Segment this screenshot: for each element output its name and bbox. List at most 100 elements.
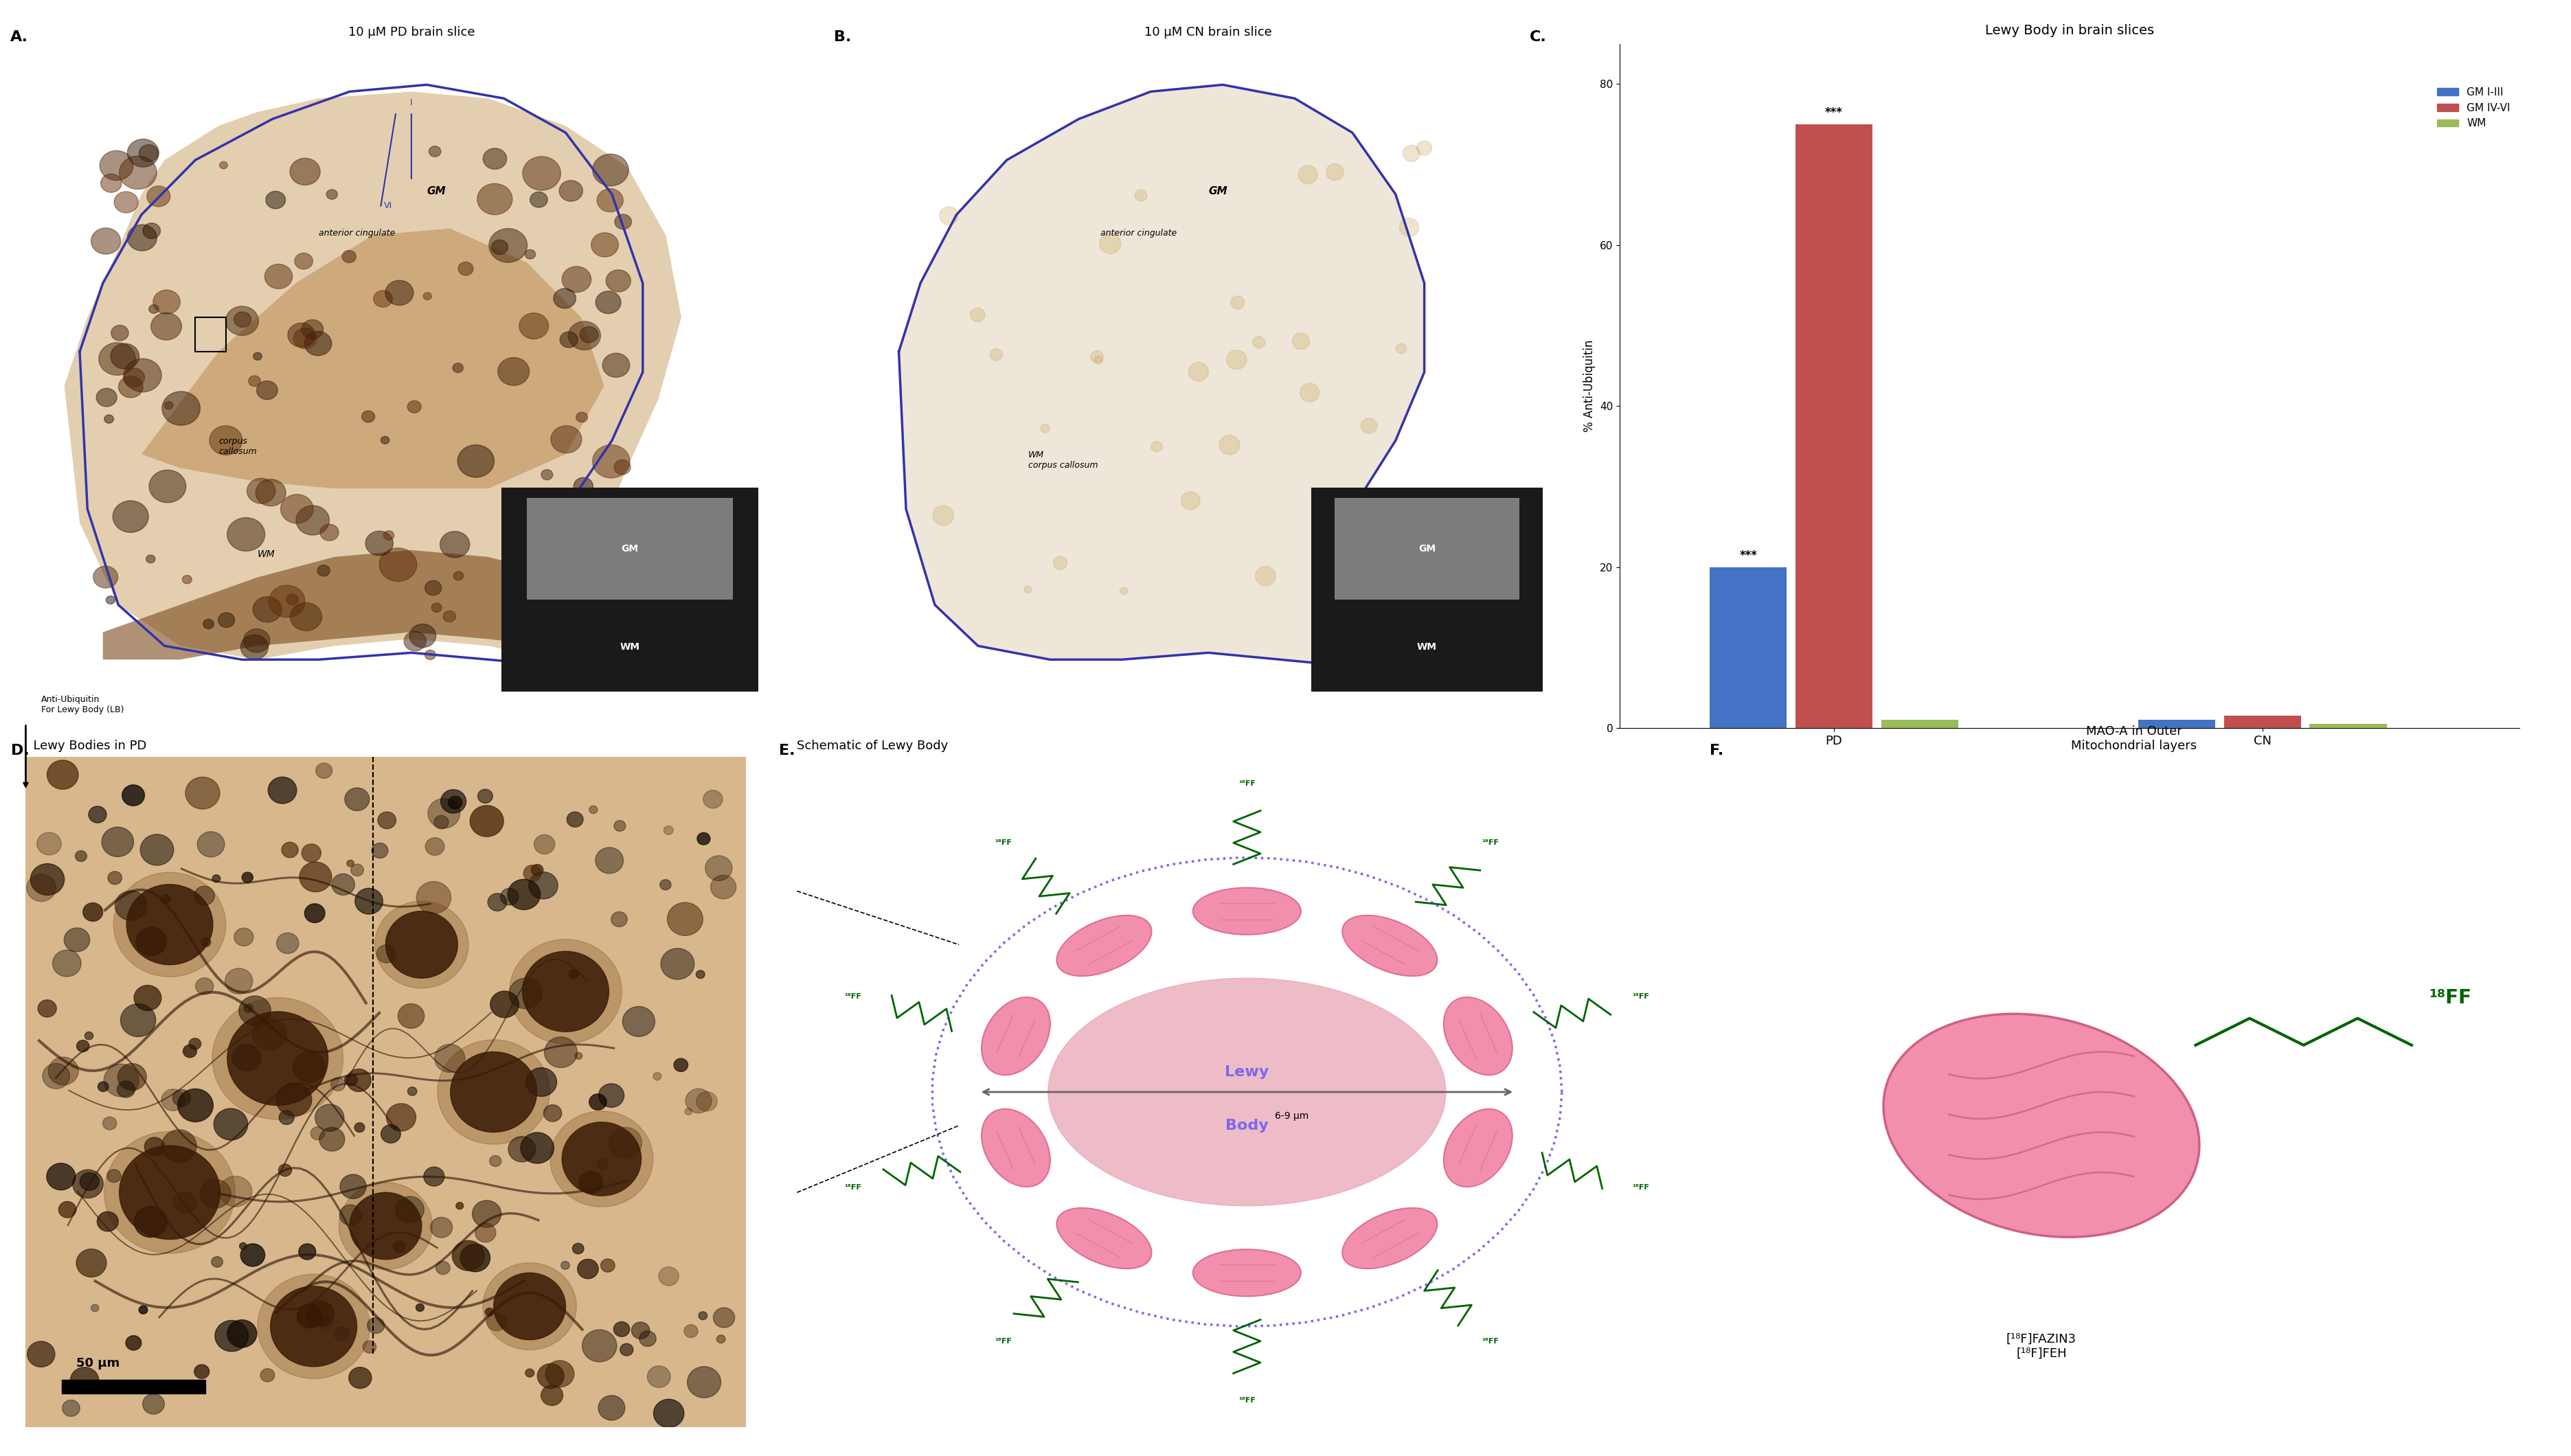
Circle shape xyxy=(162,1089,185,1111)
Circle shape xyxy=(201,1179,231,1208)
Circle shape xyxy=(581,326,599,342)
Circle shape xyxy=(1121,587,1129,594)
Circle shape xyxy=(347,1069,370,1092)
Circle shape xyxy=(432,603,442,612)
Text: WM: WM xyxy=(257,549,275,559)
Circle shape xyxy=(103,1064,139,1096)
Circle shape xyxy=(350,1192,422,1259)
Circle shape xyxy=(141,834,175,865)
Circle shape xyxy=(596,189,622,213)
Circle shape xyxy=(327,189,337,199)
Circle shape xyxy=(311,1127,324,1140)
Circle shape xyxy=(288,323,316,347)
Circle shape xyxy=(488,1156,501,1166)
Circle shape xyxy=(542,1105,560,1121)
Circle shape xyxy=(566,812,584,827)
Circle shape xyxy=(488,229,527,262)
Circle shape xyxy=(576,1053,581,1060)
Circle shape xyxy=(136,927,167,955)
Circle shape xyxy=(504,537,532,561)
Circle shape xyxy=(149,304,159,313)
Circle shape xyxy=(589,1093,607,1109)
Circle shape xyxy=(684,1108,692,1115)
Circle shape xyxy=(118,376,144,397)
Circle shape xyxy=(424,837,445,855)
Circle shape xyxy=(293,1051,327,1082)
Circle shape xyxy=(1252,336,1265,348)
Circle shape xyxy=(105,596,116,604)
Circle shape xyxy=(470,805,504,837)
Circle shape xyxy=(522,156,560,191)
Circle shape xyxy=(185,778,219,810)
Circle shape xyxy=(491,992,519,1018)
Circle shape xyxy=(285,594,298,604)
Circle shape xyxy=(296,253,314,269)
Circle shape xyxy=(319,1127,345,1152)
Circle shape xyxy=(640,1331,656,1347)
Circle shape xyxy=(172,1192,195,1213)
Circle shape xyxy=(437,1261,450,1274)
Bar xyxy=(195,317,226,352)
Circle shape xyxy=(1100,233,1121,253)
Text: Lewy: Lewy xyxy=(1224,1064,1270,1079)
Circle shape xyxy=(296,505,329,534)
Text: F.: F. xyxy=(1710,744,1723,757)
Circle shape xyxy=(396,1197,424,1223)
Circle shape xyxy=(195,887,213,906)
Circle shape xyxy=(242,872,252,882)
Circle shape xyxy=(584,523,604,540)
Circle shape xyxy=(301,844,321,862)
Circle shape xyxy=(90,1305,98,1312)
Circle shape xyxy=(550,425,581,453)
Circle shape xyxy=(283,842,298,858)
Circle shape xyxy=(49,1057,80,1085)
Circle shape xyxy=(234,927,255,946)
Y-axis label: % Anti-Ubiquitin: % Anti-Ubiquitin xyxy=(1584,339,1597,432)
Circle shape xyxy=(483,149,506,169)
Circle shape xyxy=(658,1267,679,1286)
Circle shape xyxy=(393,1241,406,1252)
Circle shape xyxy=(573,1243,584,1254)
Text: Schematic of Lewy Body: Schematic of Lewy Body xyxy=(797,740,949,753)
Circle shape xyxy=(139,1306,147,1313)
Circle shape xyxy=(123,368,144,387)
Circle shape xyxy=(545,1037,578,1067)
Bar xyxy=(62,1380,206,1393)
Circle shape xyxy=(198,831,224,858)
Bar xyxy=(2224,716,2301,728)
Circle shape xyxy=(105,1131,234,1254)
Circle shape xyxy=(165,402,172,409)
Circle shape xyxy=(278,933,298,954)
Circle shape xyxy=(1352,633,1360,641)
Circle shape xyxy=(213,997,342,1120)
Circle shape xyxy=(100,173,121,192)
Circle shape xyxy=(244,1005,252,1012)
Circle shape xyxy=(378,812,396,828)
Circle shape xyxy=(417,1303,424,1312)
Circle shape xyxy=(522,511,542,530)
Circle shape xyxy=(255,479,285,507)
Text: Body: Body xyxy=(1226,1118,1268,1133)
Ellipse shape xyxy=(1445,997,1512,1075)
Text: WM
corpus callosum: WM corpus callosum xyxy=(1028,451,1098,470)
Circle shape xyxy=(239,1242,247,1249)
Text: corpus
callosum: corpus callosum xyxy=(219,437,257,456)
Circle shape xyxy=(162,1130,195,1162)
Circle shape xyxy=(363,411,375,422)
Circle shape xyxy=(339,1175,365,1198)
Circle shape xyxy=(440,789,465,814)
Circle shape xyxy=(108,871,121,884)
Circle shape xyxy=(969,307,985,322)
Circle shape xyxy=(345,1075,357,1086)
Circle shape xyxy=(98,342,136,376)
Circle shape xyxy=(72,1169,103,1198)
Circle shape xyxy=(1396,344,1406,354)
Circle shape xyxy=(1226,349,1247,370)
Circle shape xyxy=(553,288,576,309)
Circle shape xyxy=(375,901,468,989)
Circle shape xyxy=(938,207,959,224)
Circle shape xyxy=(342,250,355,262)
Circle shape xyxy=(252,597,283,622)
Circle shape xyxy=(108,1169,121,1182)
Circle shape xyxy=(144,1137,165,1156)
